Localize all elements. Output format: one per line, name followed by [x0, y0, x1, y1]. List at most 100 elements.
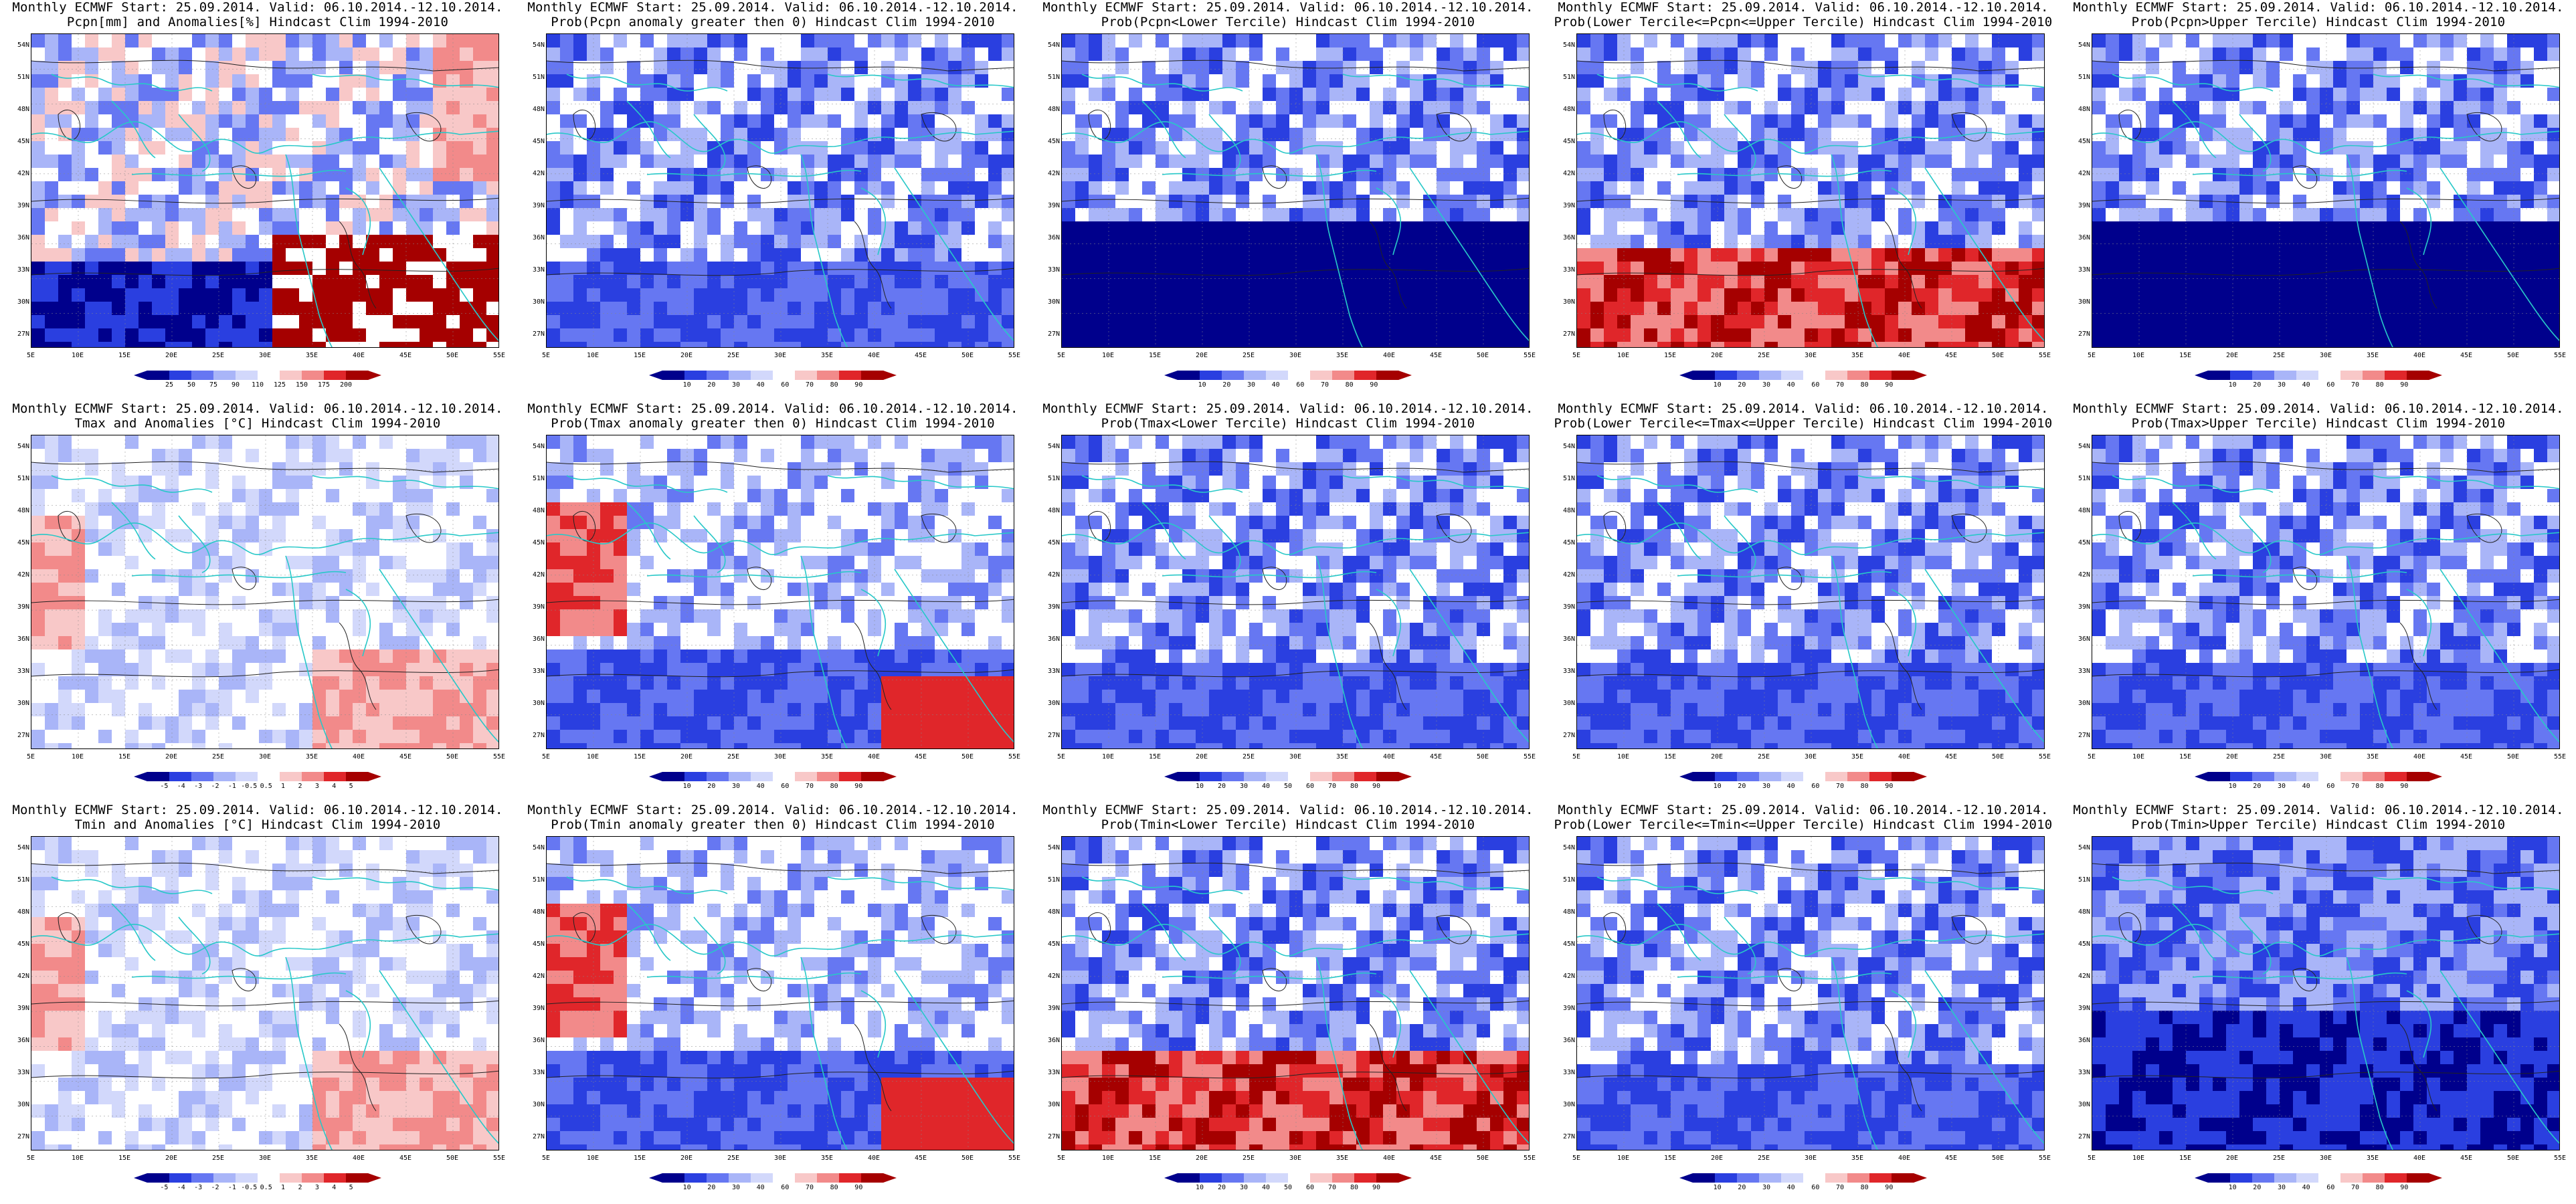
- field-cell: [1410, 47, 1424, 62]
- lat-label: 39N: [1047, 202, 1060, 209]
- field-cell: [841, 328, 855, 342]
- field-cell: [299, 502, 313, 516]
- field-cell: [1871, 302, 1885, 316]
- field-cell: [353, 235, 367, 249]
- field-cell: [366, 168, 380, 182]
- lat-label: 51N: [2078, 74, 2090, 81]
- field-cell: [2186, 288, 2200, 302]
- field-cell: [895, 275, 909, 289]
- field-cell: [326, 529, 340, 543]
- field-cell: [1604, 328, 1618, 342]
- field-cell: [1925, 114, 1939, 128]
- field-cell: [473, 195, 487, 209]
- field-cell: [1115, 181, 1129, 195]
- field-cell: [2387, 342, 2401, 347]
- field-cell: [31, 529, 45, 543]
- field-cell: [486, 435, 498, 449]
- field-cell: [640, 128, 654, 142]
- field-cell: [1303, 88, 1317, 102]
- field-cell: [1477, 275, 1491, 289]
- field-cell: [1871, 342, 1885, 347]
- field-cell: [2213, 248, 2227, 262]
- field-cell: [2387, 262, 2401, 276]
- field-cell: [2360, 141, 2374, 155]
- field-cell: [179, 195, 193, 209]
- field-cell: [881, 262, 895, 276]
- field-cell: [460, 556, 474, 570]
- field-cell: [152, 516, 166, 530]
- lat-label: 30N: [2078, 298, 2090, 306]
- field-cell: [587, 141, 601, 155]
- field-cell: [246, 275, 260, 289]
- field-cell: [2106, 208, 2120, 222]
- field-cell: [1778, 181, 1792, 195]
- field-cell: [1711, 61, 1725, 75]
- field-cell: [1979, 302, 1993, 316]
- field-cell: [205, 516, 219, 530]
- field-cell: [406, 529, 420, 543]
- field-cell: [1182, 155, 1196, 169]
- field-cell: [446, 476, 460, 490]
- field-cell: [2226, 61, 2240, 75]
- field-cell: [868, 101, 882, 115]
- field-cell: [801, 248, 815, 262]
- field-cell: [219, 262, 233, 276]
- field-cell: [1410, 275, 1424, 289]
- field-cell: [694, 315, 708, 329]
- field-cell: [232, 74, 246, 88]
- field-cell: [2480, 342, 2494, 347]
- field-cell: [460, 328, 474, 342]
- field-cell: [259, 275, 273, 289]
- field-cell: [1236, 47, 1250, 62]
- coastline: [1208, 114, 1241, 172]
- field-cell: [2360, 155, 2374, 169]
- field-cell: [935, 141, 949, 155]
- field-cell: [2440, 195, 2454, 209]
- field-cell: [393, 34, 407, 48]
- field-cell: [1831, 34, 1845, 48]
- field-cell: [1711, 195, 1725, 209]
- field-cell: [707, 288, 721, 302]
- field-cell: [98, 114, 112, 128]
- colorbar-tick-label: 30: [731, 381, 741, 389]
- field-cell: [1062, 262, 1076, 276]
- field-cell: [573, 315, 587, 329]
- field-cell: [2280, 302, 2294, 316]
- field-cell: [2454, 114, 2468, 128]
- field-cell: [2280, 248, 2294, 262]
- field-cell: [1791, 141, 1805, 155]
- field-cell: [1831, 235, 1845, 249]
- field-cell: [98, 502, 112, 516]
- field-cell: [801, 342, 815, 347]
- colorbar: [649, 371, 897, 380]
- field-cell: [2106, 181, 2120, 195]
- field-cell: [393, 208, 407, 222]
- field-cell: [1738, 34, 1752, 48]
- field-cell: [761, 302, 775, 316]
- colorbar-segment: [817, 371, 840, 380]
- field-cell: [747, 181, 761, 195]
- field-cell: [680, 195, 695, 209]
- field-cell: [1952, 248, 1966, 262]
- field-cell: [1075, 128, 1089, 142]
- field-cell: [841, 235, 855, 249]
- field-cell: [1503, 128, 1517, 142]
- field-cell: [272, 502, 286, 516]
- field-cell: [1684, 262, 1698, 276]
- field-cell: [2132, 114, 2146, 128]
- field-cell: [2387, 235, 2401, 249]
- field-cell: [1169, 128, 1183, 142]
- field-cell: [1778, 61, 1792, 75]
- field-cell: [2454, 195, 2468, 209]
- field-cell: [1102, 195, 1116, 209]
- field-cell: [98, 262, 112, 276]
- field-cell: [1370, 61, 1384, 75]
- field-cell: [312, 101, 327, 115]
- field-cell: [219, 195, 233, 209]
- field-cell: [1577, 235, 1591, 249]
- field-cell: [2347, 315, 2361, 329]
- field-cell: [1236, 195, 1250, 209]
- field-cell: [286, 235, 300, 249]
- field-cell: [31, 275, 45, 289]
- field-cell: [366, 74, 380, 88]
